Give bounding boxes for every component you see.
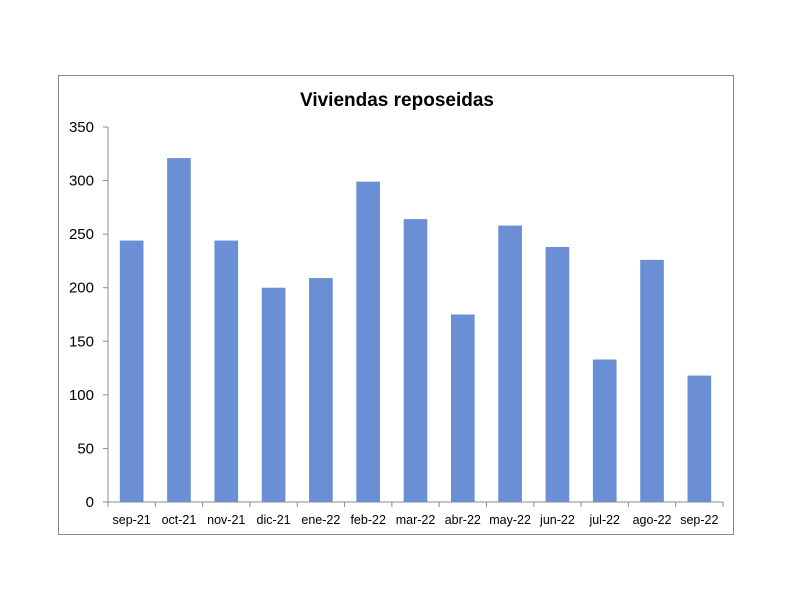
y-tick-label: 100 [69, 387, 94, 404]
bar-jul-22 [592, 359, 617, 502]
chart-title: Viviendas reposeidas [300, 90, 494, 111]
y-tick-label: 300 [69, 173, 94, 190]
x-axis-ticks: sep-21 oct-21 nov-21 dic-21 ene-22 feb-22 mar-… [107, 502, 724, 527]
bar-jun-22 [545, 247, 570, 502]
x-tick-label: jun-22 [539, 513, 575, 527]
bar-chart: Viviendas reposeidas 0 50 100 150 200 250 300 3… [69, 90, 724, 527]
bar-feb-22 [356, 181, 381, 502]
x-tick-label: mar-22 [396, 513, 436, 527]
x-tick-label: ene-22 [301, 513, 340, 527]
bar-sep-22 [687, 375, 712, 502]
y-tick-label: 250 [69, 226, 94, 243]
x-tick-label: nov-21 [207, 513, 245, 527]
x-tick-label: sep-22 [680, 513, 718, 527]
x-tick-label: abr-22 [445, 513, 481, 527]
y-tick-label: 150 [69, 333, 94, 350]
x-tick-label: oct-21 [162, 513, 197, 527]
bar-nov-21 [214, 240, 239, 503]
x-tick-label: may-22 [489, 513, 531, 527]
bar-mar-22 [403, 219, 428, 502]
bar-dic-21 [261, 287, 286, 502]
bar-abr-22 [450, 314, 475, 502]
y-tick-label: 0 [86, 494, 94, 511]
chart-frame: Viviendas reposeidas 0 50 100 150 200 250 300 3… [58, 75, 734, 535]
bar-ago-22 [640, 259, 664, 502]
x-tick-label: jul-22 [588, 513, 620, 527]
x-tick-label: feb-22 [350, 513, 385, 527]
bar-sep-21 [119, 240, 144, 503]
x-tick-label: sep-21 [113, 513, 151, 527]
y-tick-label: 50 [77, 440, 94, 457]
x-tick-label: ago-22 [633, 513, 672, 527]
y-tick-label: 200 [69, 280, 94, 297]
bars [119, 158, 712, 503]
y-axis-ticks: 0 50 100 150 200 250 300 350 [69, 119, 108, 511]
bar-may-22 [498, 225, 522, 503]
y-tick-label: 350 [69, 119, 94, 136]
bar-ene-22 [309, 278, 333, 502]
bar-oct-21 [167, 158, 191, 503]
x-tick-label: dic-21 [257, 513, 291, 527]
